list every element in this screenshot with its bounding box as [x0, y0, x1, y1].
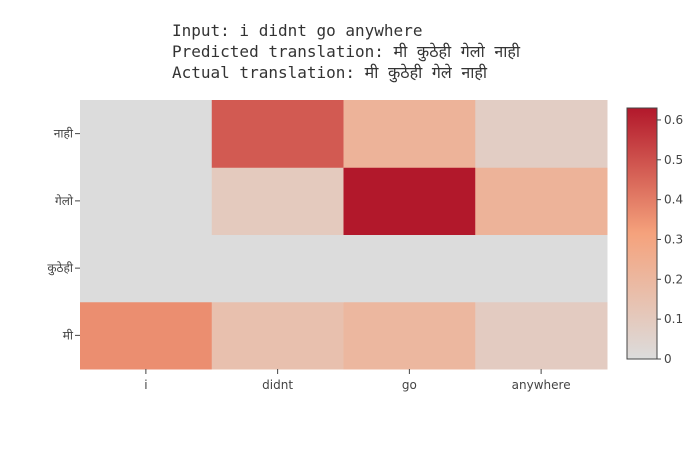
heatmap-cell: [475, 100, 608, 168]
heatmap-cell: [475, 167, 608, 235]
y-tick-label: मी: [63, 328, 74, 342]
title-input-line: Input: i didnt go anywhere: [172, 21, 423, 40]
y-tick-label: गेलो: [55, 194, 74, 208]
heatmap-cell: [211, 301, 344, 370]
heatmap-cell: [80, 167, 213, 235]
heatmap-cell: [211, 100, 344, 168]
x-tick-label: anywhere: [512, 378, 571, 392]
chart-title: Input: i didnt go anywhere Predicted tra…: [172, 20, 520, 83]
colorbar-tick-label: 0.6: [664, 113, 683, 127]
heatmap-cell: [343, 301, 476, 370]
title-predicted-line: Predicted translation: मी कुठेही गेलो ना…: [172, 42, 521, 61]
heatmap-cell: [80, 301, 213, 370]
x-tick-label: i: [144, 378, 147, 392]
title-actual-line: Actual translation: मी कुठेही गेले नाही: [172, 63, 488, 82]
colorbar-gradient: [626, 107, 658, 360]
heatmap-cell: [475, 301, 608, 370]
colorbar-tick-label: 0.5: [664, 153, 683, 167]
heatmap-cell: [80, 100, 213, 168]
heatmap-cells: [80, 100, 608, 370]
heatmap-cell: [343, 100, 476, 168]
heatmap-cell: [211, 167, 344, 235]
heatmap-cell: [343, 167, 476, 235]
colorbar: 0 0.1 0.2 0.3 0.4 0.5 0.6: [626, 107, 683, 366]
colorbar-tick-label: 0.4: [664, 193, 683, 207]
heatmap-cell: [475, 234, 608, 303]
y-tick-label: कुठेही: [47, 261, 74, 276]
colorbar-tick-label: 0.1: [664, 312, 683, 326]
colorbar-tick-label: 0: [664, 352, 672, 366]
y-axis: मी कुठेही गेलो नाही: [47, 127, 80, 342]
heatmap-cell: [211, 234, 344, 303]
x-axis: i didnt go anywhere: [144, 369, 571, 392]
colorbar-tick-label: 0.2: [664, 272, 683, 286]
heatmap-cell: [80, 234, 213, 303]
x-tick-label: didnt: [262, 378, 293, 392]
y-tick-label: नाही: [54, 127, 74, 141]
colorbar-tick-label: 0.3: [664, 232, 683, 246]
x-tick-label: go: [402, 378, 417, 392]
heatmap-cell: [343, 234, 476, 303]
